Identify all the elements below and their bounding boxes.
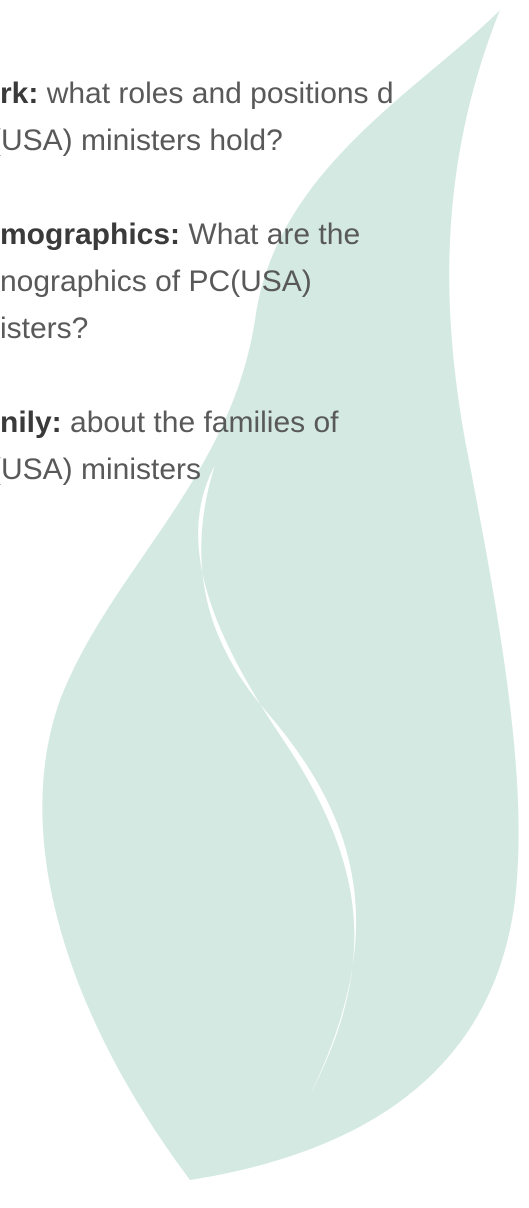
bullet-item: mographics: What are the nographics of PC…: [0, 211, 529, 352]
item-text: (USA) ministers: [0, 453, 202, 486]
item-text: what roles and positions d: [46, 77, 394, 110]
bullet-item: rk: what roles and positions d (USA) mini…: [0, 70, 529, 164]
item-text: about the families of: [70, 406, 339, 439]
text-line: rk: what roles and positions d: [0, 70, 529, 117]
item-label: nily:: [0, 406, 62, 439]
item-label: mographics:: [0, 218, 181, 251]
bullet-item: nily: about the families of (USA) ministe…: [0, 399, 529, 493]
item-text: What are the: [188, 218, 361, 251]
text-line: mographics: What are the: [0, 211, 529, 258]
text-line: (USA) ministers: [0, 446, 529, 493]
bullet-list: rk: what roles and positions d (USA) mini…: [0, 70, 529, 540]
item-text: (USA) ministers hold?: [0, 124, 283, 157]
item-label: rk:: [0, 77, 39, 110]
item-text: nographics of PC(USA): [0, 265, 312, 298]
text-line: nographics of PC(USA): [0, 258, 529, 305]
text-line: (USA) ministers hold?: [0, 117, 529, 164]
text-line: nily: about the families of: [0, 399, 529, 446]
item-text: isters?: [0, 312, 89, 345]
flame-shape: [42, 10, 519, 1180]
text-line: isters?: [0, 305, 529, 352]
